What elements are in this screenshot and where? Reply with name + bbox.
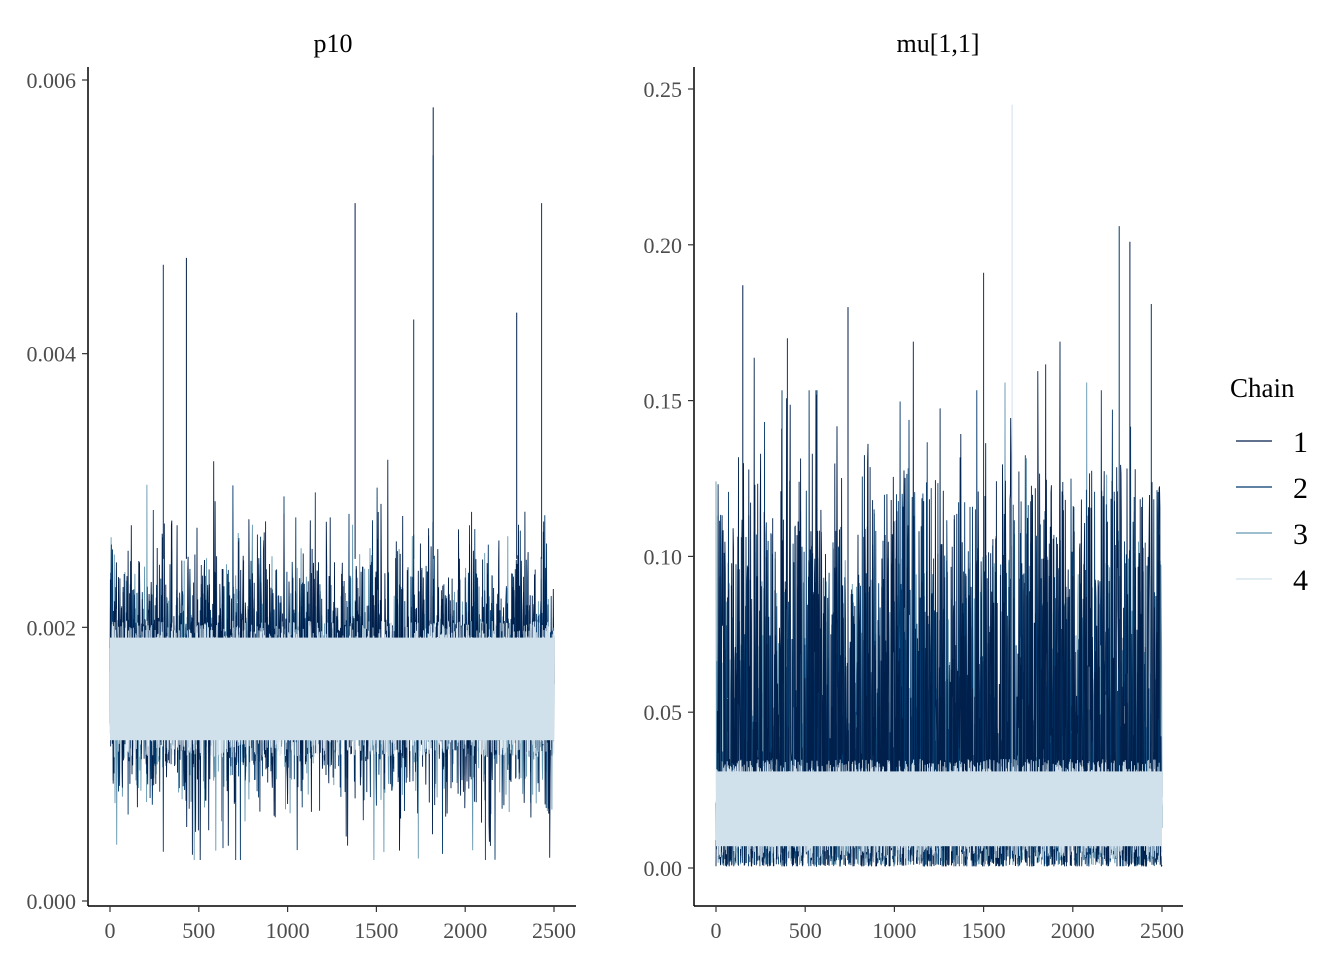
y-tick-label: 0.05 <box>644 700 683 725</box>
y-ticks: 0.00 0.05 0.10 0.15 0.20 0.25 <box>644 77 694 881</box>
y-tick-label: 0.004 <box>27 342 77 367</box>
legend-entry-1: 1 <box>1236 426 1308 459</box>
legend: Chain 1 2 3 4 <box>1230 373 1308 597</box>
y-tick-label: 0.10 <box>644 544 683 569</box>
trace-lines <box>109 107 555 861</box>
y-ticks: 0.000 0.002 0.004 0.006 <box>27 68 88 914</box>
legend-label-4: 4 <box>1293 564 1308 597</box>
x-tick-label: 2000 <box>443 918 487 943</box>
x-tick-label: 500 <box>182 918 215 943</box>
y-tick-label: 0.002 <box>27 615 77 640</box>
y-tick-label: 0.25 <box>644 77 683 102</box>
x-tick-label: 1000 <box>872 918 916 943</box>
x-tick-label: 2500 <box>1140 918 1184 943</box>
y-tick-label: 0.000 <box>27 889 77 914</box>
panel-p10: p10 0.000 0.002 0.004 0.006 0 500 1000 1500 200… <box>27 29 576 943</box>
y-tick-label: 0.20 <box>644 233 683 258</box>
chain-4-trace <box>715 758 1163 859</box>
y-tick-label: 0.15 <box>644 389 683 414</box>
legend-label-1: 1 <box>1293 426 1308 459</box>
trace-lines <box>715 104 1163 867</box>
x-tick-label: 1000 <box>266 918 310 943</box>
x-tick-label: 1500 <box>354 918 398 943</box>
chain-4-band <box>109 620 555 758</box>
legend-title: Chain <box>1230 373 1295 403</box>
x-ticks: 0 500 1000 1500 2000 2500 <box>711 906 1184 943</box>
panel-title: mu[1,1] <box>896 29 979 58</box>
panel-mu-1-1: mu[1,1] 0.00 0.05 0.10 0.15 0.20 0.25 0 500 100… <box>644 29 1185 943</box>
panel-title: p10 <box>314 29 353 58</box>
x-tick-label: 1500 <box>962 918 1006 943</box>
y-tick-label: 0.006 <box>27 68 77 93</box>
legend-entry-3: 3 <box>1236 518 1308 551</box>
x-tick-label: 2500 <box>532 918 576 943</box>
legend-entry-2: 2 <box>1236 472 1308 505</box>
legend-label-3: 3 <box>1293 518 1308 551</box>
x-tick-label: 0 <box>711 918 722 943</box>
x-ticks: 0 500 1000 1500 2000 2500 <box>105 906 576 943</box>
legend-label-2: 2 <box>1293 472 1308 505</box>
x-tick-label: 500 <box>789 918 822 943</box>
chain-4-band <box>715 758 1163 859</box>
x-tick-label: 0 <box>105 918 116 943</box>
chain-4-trace <box>109 620 555 758</box>
y-tick-label: 0.00 <box>644 856 683 881</box>
legend-entry-4: 4 <box>1236 564 1308 597</box>
x-tick-label: 2000 <box>1051 918 1095 943</box>
